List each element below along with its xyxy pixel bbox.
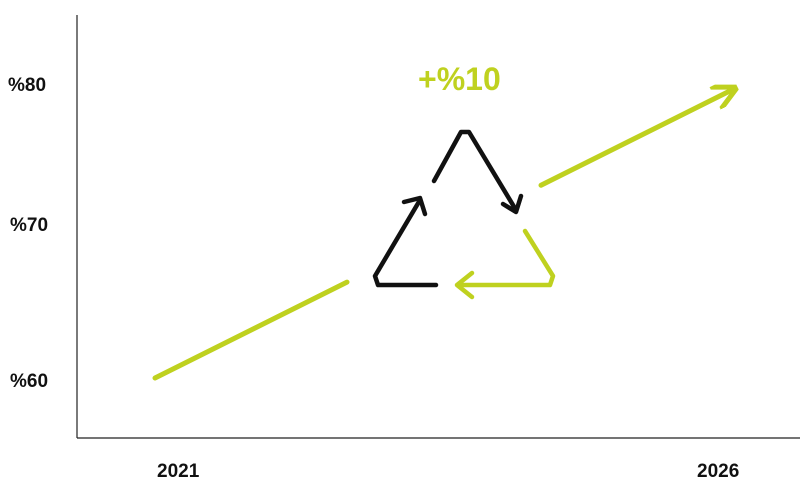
y-tick-label-80: %80 <box>8 75 46 96</box>
x-tick-label-2026: 2026 <box>697 461 739 482</box>
growth-annotation: +%10 <box>418 61 501 97</box>
y-tick-label-60: %60 <box>10 371 48 392</box>
x-tick-label-2021: 2021 <box>157 461 200 482</box>
recycle-icon <box>372 129 556 300</box>
trend-line-segment-end <box>538 89 733 188</box>
trend-line-segment-start <box>152 279 350 381</box>
y-tick-label-70: %70 <box>10 215 48 236</box>
